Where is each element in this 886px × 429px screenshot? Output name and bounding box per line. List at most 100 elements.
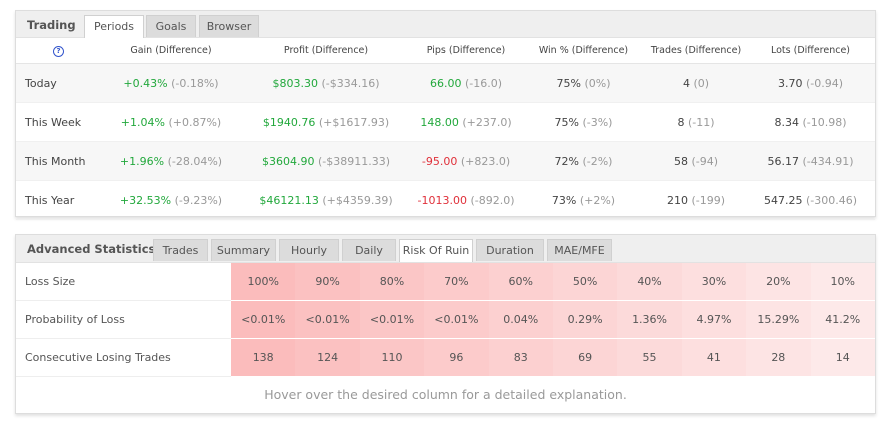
win-value: 75% [554, 115, 579, 129]
profit-value: $803.30 [272, 76, 318, 90]
row-label: Loss Size [16, 263, 231, 301]
tab-goals[interactable]: Goals [146, 15, 196, 37]
tab-hourly[interactable]: Hourly [279, 239, 339, 261]
win-difference: (-3%) [582, 115, 613, 129]
profit-difference: (-$38911.33) [317, 154, 391, 168]
risk-cell[interactable]: 83 [488, 338, 553, 377]
period-label: This Month [16, 141, 101, 181]
trades-cell: 58 (-94) [646, 141, 746, 181]
risk-cell[interactable]: 10% [810, 263, 875, 301]
trades-difference: (-11) [687, 115, 715, 129]
table-row: This Year +32.53% (-9.23%) $46121.13 (+$43… [16, 180, 875, 220]
risk-cell[interactable]: 69 [552, 338, 618, 377]
lots-value: 3.70 [777, 76, 803, 90]
col-lots: Lots (Difference) [746, 38, 875, 64]
risk-cell[interactable]: 41.2% [810, 300, 875, 339]
lots-difference: (-434.91) [802, 154, 854, 168]
col-win: Win % (Difference) [521, 38, 646, 64]
tab-periods[interactable]: Periods [84, 15, 144, 38]
pips-value: -1013.00 [417, 193, 467, 207]
table-row: This Week +1.04% (+0.87%) $1940.76 (+$1617… [16, 102, 875, 142]
lots-difference: (-300.46) [805, 193, 858, 207]
tab-duration[interactable]: Duration [476, 239, 544, 261]
row-label: Consecutive Losing Trades [16, 338, 231, 377]
risk-cell[interactable]: 110 [359, 338, 425, 377]
gain-value: +1.04% [120, 115, 165, 129]
hover-hint: Hover over the desired column for a deta… [264, 387, 627, 402]
tab-summary[interactable]: Summary [211, 239, 276, 261]
risk-cell[interactable]: 30% [681, 263, 747, 301]
win-difference: (-2%) [582, 154, 613, 168]
risk-cell[interactable]: <0.01% [231, 300, 296, 339]
risk-cell[interactable]: 0.04% [488, 300, 553, 339]
risk-cell[interactable]: 80% [359, 263, 425, 301]
risk-cell[interactable]: 15.29% [746, 300, 811, 339]
pips-cell: -95.00 (+823.0) [411, 141, 521, 181]
tab-risk-of-ruin[interactable]: Risk Of Ruin [399, 239, 473, 262]
risk-cell[interactable]: 4.97% [681, 300, 747, 339]
col-gain: Gain (Difference) [101, 38, 241, 64]
period-label: Today [16, 63, 101, 103]
trades-difference: (-94) [691, 154, 719, 168]
row-label: Probability of Loss [16, 300, 231, 339]
pips-cell: 148.00 (+237.0) [411, 102, 521, 142]
gain-value: +0.43% [123, 76, 168, 90]
trades-cell: 8 (-11) [646, 102, 746, 142]
risk-cell[interactable]: 138 [231, 338, 296, 377]
lots-value: 8.34 [774, 115, 799, 129]
trading-title: Trading [27, 18, 76, 32]
trades-value: 210 [666, 193, 688, 207]
risk-cell[interactable]: <0.01% [295, 300, 360, 339]
period-label: This Week [16, 102, 101, 142]
risk-cell[interactable]: 100% [231, 263, 296, 301]
risk-cell[interactable]: 55 [617, 338, 682, 377]
pips-cell: 66.00 (-16.0) [411, 63, 521, 103]
lots-difference: (-0.94) [805, 76, 844, 90]
profit-value: $1940.76 [262, 115, 316, 129]
gain-cell: +1.96% (-28.04%) [101, 141, 241, 181]
risk-cell[interactable]: 20% [746, 263, 811, 301]
table-row: This Month +1.96% (-28.04%) $3604.90 (-$38… [16, 141, 875, 181]
tab-browser[interactable]: Browser [199, 15, 259, 37]
profit-value: $3604.90 [261, 154, 315, 168]
advanced-title: Advanced Statistics [27, 242, 156, 256]
risk-cell[interactable]: 14 [810, 338, 875, 377]
risk-cell[interactable]: <0.01% [359, 300, 425, 339]
risk-cell[interactable]: 41 [681, 338, 747, 377]
risk-cell[interactable]: <0.01% [424, 300, 489, 339]
risk-cell[interactable]: 60% [488, 263, 553, 301]
risk-cell[interactable]: 0.29% [552, 300, 618, 339]
tab-trades[interactable]: Trades [153, 239, 208, 261]
gain-difference: (+0.87%) [168, 115, 222, 129]
help-icon[interactable]: ? [53, 45, 64, 57]
risk-cell[interactable]: 90% [295, 263, 360, 301]
periods-table: ? Gain (Difference) Profit (Difference) … [16, 38, 875, 220]
trades-cell: 210 (-199) [646, 180, 746, 220]
table-row: Loss Size 100% 90% 80% 70% 60% 50% 40% 30% 20% 10% [16, 263, 875, 301]
help-cell: ? [16, 38, 101, 64]
risk-cell[interactable]: 1.36% [617, 300, 682, 339]
risk-cell[interactable]: 28 [746, 338, 811, 377]
lots-cell: 8.34 (-10.98) [746, 102, 875, 142]
pips-value: 66.00 [429, 76, 462, 90]
tab-mae-mfe[interactable]: MAE/MFE [547, 239, 612, 261]
trades-value: 8 [677, 115, 685, 129]
gain-difference: (-9.23%) [174, 193, 223, 207]
risk-cell[interactable]: 124 [295, 338, 360, 377]
profit-cell: $1940.76 (+$1617.93) [241, 102, 411, 142]
lots-difference: (-10.98) [802, 115, 847, 129]
risk-cell[interactable]: 40% [617, 263, 682, 301]
profit-value: $46121.13 [259, 193, 319, 207]
table-row: Probability of Loss <0.01% <0.01% <0.01% <0.… [16, 300, 875, 339]
period-label: This Year [16, 180, 101, 220]
risk-cell[interactable]: 50% [552, 263, 618, 301]
gain-cell: +1.04% (+0.87%) [101, 102, 241, 142]
win-difference: (0%) [584, 76, 611, 90]
risk-cell[interactable]: 96 [424, 338, 489, 377]
gain-value: +32.53% [119, 193, 172, 207]
risk-cell[interactable]: 70% [424, 263, 489, 301]
lots-value: 547.25 [763, 193, 803, 207]
col-trades: Trades (Difference) [646, 38, 746, 64]
tab-daily[interactable]: Daily [342, 239, 396, 261]
lots-value: 56.17 [767, 154, 799, 168]
